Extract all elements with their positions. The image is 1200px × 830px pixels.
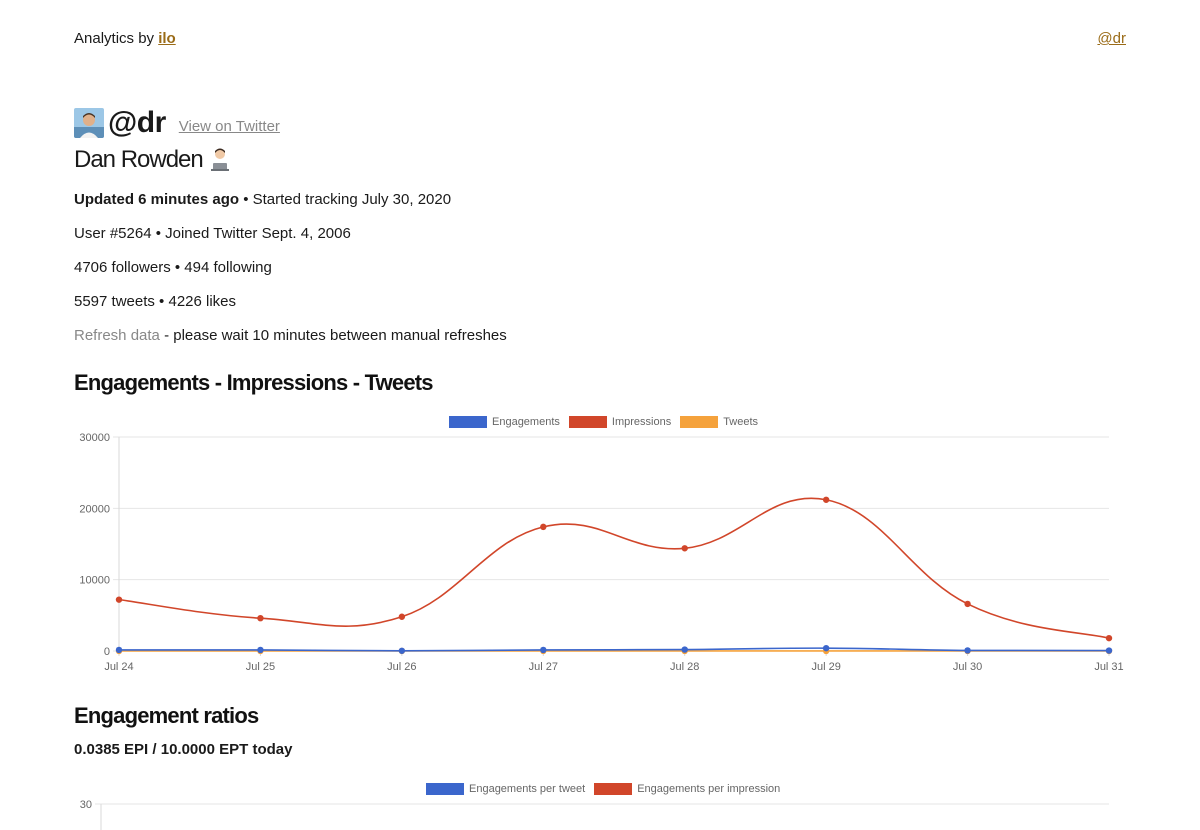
legend-item-tweets[interactable]: Tweets [680, 416, 758, 428]
legend-label-engagements: Engagements [492, 416, 560, 428]
legend-swatch-epi [594, 783, 633, 795]
data-point-impressions [257, 614, 264, 622]
legend-label-epi: Engagements per impression [637, 783, 781, 795]
data-point-engagements [398, 647, 406, 654]
legend-label-impressions: Impressions [611, 416, 672, 428]
refresh-note: - please wait 10 minutes between manual … [164, 327, 507, 344]
tweet-counts: 5597 tweets • 4226 likes [74, 293, 237, 310]
engagement-chart-plot: 30000 20000 10000 0 Jul 24 Jul 25 Jul 26 Jul 27… [79, 432, 1123, 673]
legend-item-engagements[interactable]: Engagements [449, 416, 560, 428]
data-point-impressions [964, 600, 971, 608]
y-tick-label: 0 [104, 646, 110, 658]
data-point-impressions [1105, 634, 1113, 642]
ratio-summary: 0.0385 EPI / 10.0000 EPT today [74, 741, 293, 758]
legend-item-engagements-per-impression[interactable]: Engagements per impression [594, 783, 780, 795]
ratio-chart-legend: Engagements per tweet Engagements per im… [426, 783, 789, 795]
data-point-impressions [540, 523, 547, 531]
display-name: Dan Rowden [74, 146, 204, 173]
chart-legend: Engagements Impressions Tweets [449, 416, 767, 428]
updated-time: Updated 6 minutes ago [74, 191, 240, 208]
legend-label-ept: Engagements per tweet [469, 783, 586, 795]
ratio-chart: Engagements per tweet Engagements per im… [74, 776, 1134, 830]
legend-swatch-tweets [680, 416, 719, 428]
section-title-ratios: Engagement ratios [74, 703, 259, 728]
top-bar: Analytics by ilo @dr [74, 30, 1126, 50]
x-tick-label: Jul 28 [670, 661, 699, 673]
profile-header: @dr View on Twitter [74, 104, 280, 138]
x-tick-label: Jul 25 [246, 661, 275, 673]
legend-label-tweets: Tweets [723, 416, 759, 428]
refresh-row: Refresh data - please wait 10 minutes be… [74, 327, 507, 344]
y-tick-label: 30 [80, 799, 92, 811]
user-info: User #5264 • Joined Twitter Sept. 4, 200… [74, 225, 351, 242]
user-link[interactable]: @dr [1097, 30, 1126, 47]
data-point-engagements [540, 646, 547, 654]
data-point-impressions [115, 596, 123, 603]
data-point-engagements [257, 646, 264, 654]
refresh-data-link[interactable]: Refresh data [74, 327, 160, 344]
x-tick-label: Jul 31 [1094, 661, 1123, 673]
view-on-twitter-link[interactable]: View on Twitter [178, 118, 280, 135]
brand: Analytics by ilo [74, 30, 176, 47]
x-tick-label: Jul 30 [953, 661, 982, 673]
legend-item-engagements-per-tweet[interactable]: Engagements per tweet [426, 783, 585, 795]
ratio-chart-plot: 30 [80, 799, 1109, 830]
engagement-chart: Engagements Impressions Tweets 30000 2000… [74, 410, 1134, 680]
series-line-engagements [118, 647, 1110, 652]
x-tick-label: Jul 29 [811, 661, 840, 673]
started-tracking: • Started tracking July 30, 2020 [243, 191, 452, 208]
data-point-engagements [822, 644, 830, 652]
data-point-impressions [398, 613, 406, 620]
brand-link[interactable]: ilo [158, 30, 176, 47]
data-point-engagements [115, 646, 123, 654]
technologist-emoji-icon [210, 148, 229, 171]
avatar [74, 108, 104, 138]
series-line-impressions [118, 497, 1110, 639]
data-point-impressions [681, 545, 688, 552]
section-title-engagements: Engagements - Impressions - Tweets [74, 370, 434, 395]
data-point-engagements [1105, 647, 1113, 654]
follow-counts: 4706 followers • 494 following [74, 259, 272, 276]
profile-handle: @dr [108, 106, 166, 139]
x-tick-label: Jul 27 [529, 661, 558, 673]
data-point-engagements [681, 646, 688, 653]
y-tick-label: 20000 [79, 503, 110, 515]
legend-item-impressions[interactable]: Impressions [568, 416, 672, 428]
data-point-impressions [822, 496, 830, 503]
x-tick-label: Jul 24 [104, 661, 133, 673]
legend-swatch-ept [426, 783, 464, 795]
y-tick-label: 10000 [79, 575, 110, 587]
x-tick-label: Jul 26 [387, 661, 416, 673]
legend-swatch-impressions [568, 416, 607, 428]
legend-swatch-engagements [449, 416, 487, 428]
data-point-engagements [964, 647, 971, 654]
display-name-row: Dan Rowden [74, 146, 231, 174]
brand-prefix: Analytics by [74, 30, 155, 47]
tracking-status: Updated 6 minutes ago • Started tracking… [74, 191, 451, 208]
y-tick-label: 30000 [79, 432, 110, 444]
